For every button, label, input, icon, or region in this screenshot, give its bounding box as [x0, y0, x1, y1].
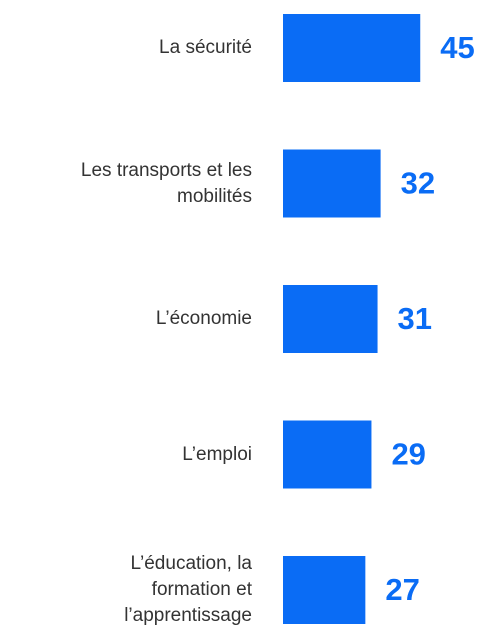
bar	[283, 149, 381, 218]
category-label: L’économie	[155, 308, 252, 329]
bar	[283, 14, 421, 82]
value-label: 45	[440, 30, 474, 65]
bar	[283, 420, 372, 489]
value-label: 29	[391, 437, 425, 472]
category-label: Les transports et les mobilités	[80, 159, 252, 207]
value-label: 31	[398, 301, 432, 336]
category-label: L’éducation, la formation et l’apprentis…	[124, 553, 252, 626]
value-label: 32	[401, 166, 435, 201]
value-label: 27	[385, 572, 419, 607]
category-label: L’emploi	[182, 443, 252, 465]
bar	[283, 556, 366, 624]
category-label: La sécurité	[159, 37, 252, 58]
bar	[283, 285, 378, 353]
